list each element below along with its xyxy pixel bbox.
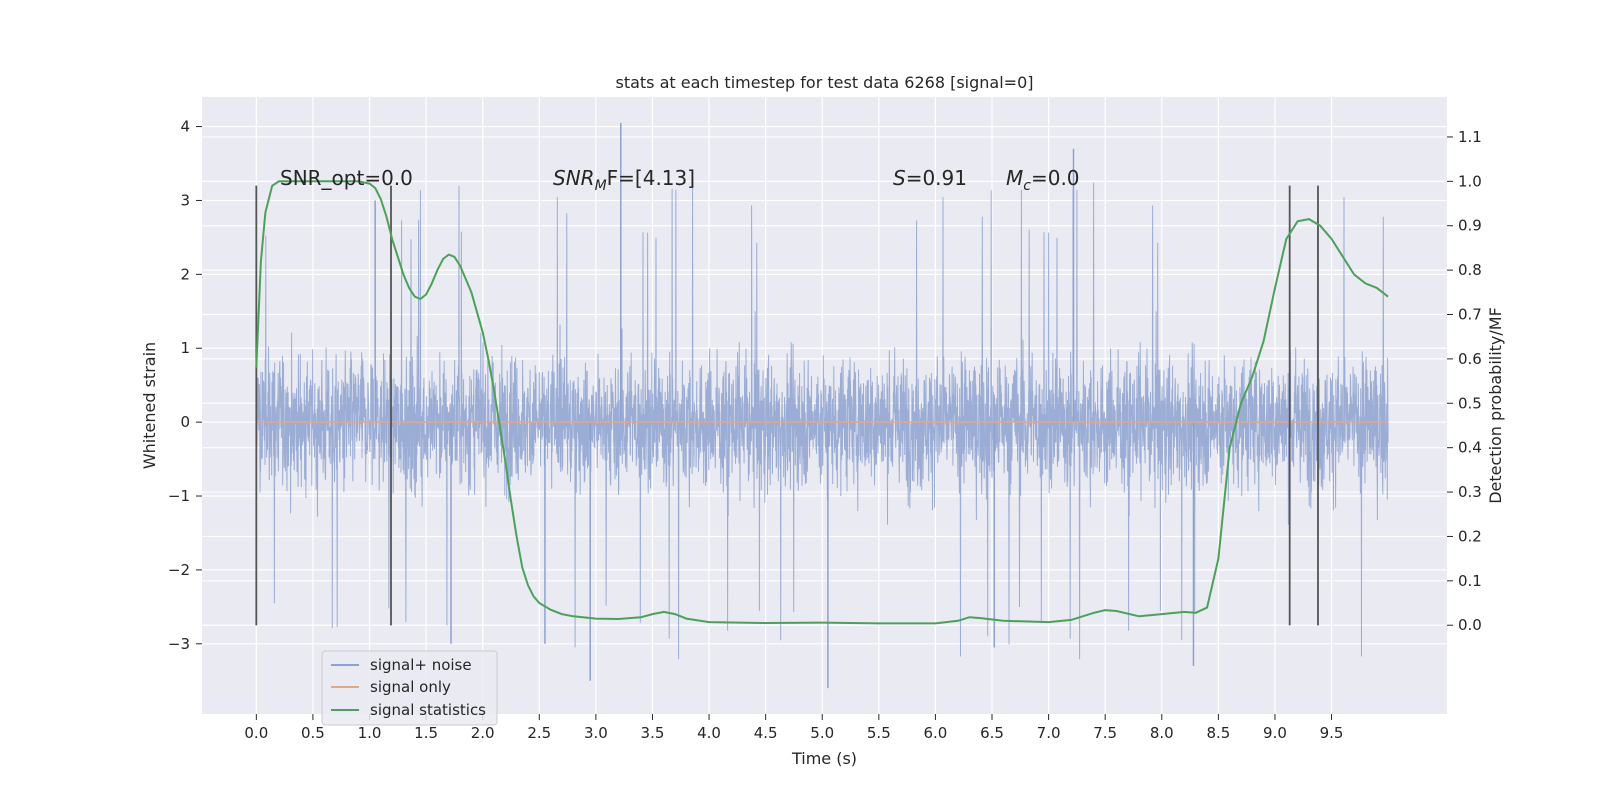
y-tick-label: −2 [168,561,190,579]
y2-tick-label: 0.4 [1458,439,1482,457]
x-tick-label: 0.0 [244,724,268,742]
y2-tick-label: 0.3 [1458,483,1482,501]
x-tick-label: 0.5 [301,724,325,742]
x-tick-label: 7.0 [1037,724,1061,742]
x-tick-label: 3.0 [584,724,608,742]
y-tick-label: 0 [180,413,190,431]
legend-label-signal: signal only [370,678,451,696]
y2-tick-label: 0.7 [1458,306,1482,324]
y2-tick-label: 0.2 [1458,527,1482,545]
mc-sub: c [1023,178,1031,194]
y2-tick-label: 1.1 [1458,128,1482,146]
signal-statistics-series [255,180,1389,625]
y-tick-label: 1 [180,339,190,357]
x-tick-label: 9.5 [1320,724,1344,742]
mc-symbol: M [1006,166,1023,190]
legend-label-stats: signal statistics [370,701,486,719]
noise-series-group [255,122,1389,689]
axes-group: 0.0 0.5 1.0 1.5 2.0 2.5 3.0 3.5 4.0 4.5 5.0 5.5 6.0 6… [168,118,1482,742]
snr-mf-prefix: SNR [553,166,595,190]
s-symbol: S [893,166,906,190]
vertical-markers-group [255,185,1319,626]
x-tick-label: 2.0 [471,724,495,742]
y2-tick-label: 0.8 [1458,261,1482,279]
legend-box [321,650,498,726]
y2-tick-label: 0.9 [1458,217,1482,235]
y2-tick-label: 0.1 [1458,572,1482,590]
y2-tick-label: 0.5 [1458,394,1482,412]
y-tick-label: −3 [168,635,190,653]
statistics-series-group [255,180,1389,625]
signal-noise-series [255,182,1389,660]
x-axis-label: Time (s) [791,749,857,768]
y-tick-label: −1 [168,487,190,505]
x-tick-label: 1.0 [358,724,382,742]
x-tick-label: 4.0 [697,724,721,742]
y-tick-label: 2 [180,265,190,283]
x-tick-label: 6.5 [980,724,1004,742]
s-value: =0.91 [906,166,967,190]
mc-annotation: Mc=0.0 [1006,166,1080,194]
x-tick-label: 5.5 [867,724,891,742]
y2-tick-label: 0.0 [1458,616,1482,634]
y2-tick-label: 1.0 [1458,172,1482,190]
x-tick-label: 6.0 [923,724,947,742]
x-tick-label: 8.0 [1150,724,1174,742]
snr-opt-annotation: SNR_opt=0.0 [280,166,413,190]
y-tick-label: 3 [180,191,190,209]
snr-mf-annotation: SNRMF=[4.13] [553,166,695,194]
mc-value: =0.0 [1031,166,1080,190]
snr-mf-suffix: F=[4.13] [607,166,695,190]
x-tick-label: 8.5 [1206,724,1230,742]
annotations-group: SNR_opt=0.0 SNRMF=[4.13] S=0.91 Mc=0.0 [280,166,1080,194]
y-tick-label: 4 [180,118,190,136]
x-tick-label: 7.5 [1093,724,1117,742]
x-tick-label: 9.0 [1263,724,1287,742]
x-tick-label: 1.5 [414,724,438,742]
y2-axis-label: Detection probability/MF [1486,307,1505,504]
legend: signal+ noise signal only signal statist… [321,650,498,726]
x-tick-label: 2.5 [527,724,551,742]
x-tick-label: 5.0 [810,724,834,742]
s-annotation: S=0.91 [893,166,967,190]
x-tick-label: 4.5 [754,724,778,742]
legend-label-noise: signal+ noise [370,656,472,674]
snr-mf-sub: M [595,178,607,194]
x-tick-label: 3.5 [641,724,665,742]
y-axis-label: Whitened strain [140,342,159,469]
chart-title: stats at each timestep for test data 626… [615,73,1033,92]
y2-tick-label: 0.6 [1458,350,1482,368]
